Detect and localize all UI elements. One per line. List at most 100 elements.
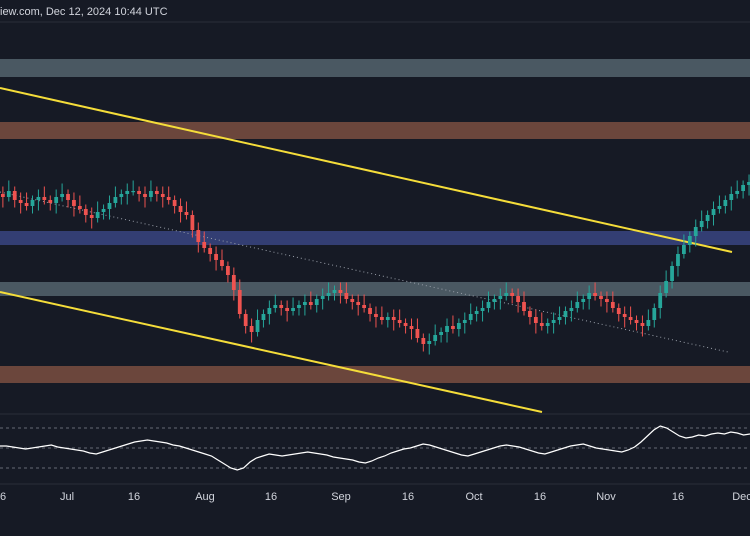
candle-body — [24, 203, 29, 206]
candle-body — [131, 191, 136, 193]
candle-body — [421, 338, 426, 344]
candle-body — [362, 305, 367, 308]
candle-body — [149, 191, 153, 197]
x-tick-label: 16 — [402, 491, 414, 503]
candle-body — [214, 254, 218, 260]
candle-body — [72, 200, 76, 206]
x-tick-label: 16 — [265, 491, 277, 503]
candle-body — [30, 200, 35, 206]
candle-body — [439, 332, 443, 335]
candle-body — [107, 203, 112, 209]
x-tick-label: Sep — [331, 491, 351, 503]
candle-body — [569, 308, 574, 311]
candle-body — [314, 299, 319, 305]
candle-body — [0, 194, 5, 197]
candle-body — [374, 314, 378, 317]
candle-body — [184, 212, 189, 215]
candle-body — [273, 305, 278, 308]
candle-body — [539, 323, 544, 326]
candle-body — [350, 299, 355, 302]
candle-body — [113, 197, 118, 203]
candle-body — [160, 194, 165, 197]
candle-body — [747, 182, 750, 185]
candle-body — [605, 299, 609, 302]
candle-body — [42, 197, 47, 200]
candle-body — [409, 326, 414, 329]
candle-body — [143, 194, 147, 197]
candle-body — [682, 245, 686, 254]
candle-body — [125, 191, 130, 194]
candle-body — [368, 308, 372, 314]
candle-body — [279, 305, 284, 308]
candle-body — [563, 311, 568, 317]
candle-body — [255, 320, 260, 332]
candle-body — [498, 296, 503, 299]
candle-body — [693, 227, 698, 236]
candle-body — [178, 206, 183, 212]
x-tick-label: 16 — [128, 491, 140, 503]
candle-body — [557, 317, 562, 320]
candle-body — [551, 320, 556, 323]
candle-body — [533, 317, 538, 323]
candle-body — [504, 293, 509, 296]
candle-body — [332, 290, 337, 293]
x-tick-label: Aug — [195, 491, 215, 503]
candle-body — [687, 236, 692, 245]
candle-body — [267, 308, 272, 314]
candle-body — [196, 230, 201, 242]
candle-body — [522, 302, 526, 311]
candle-body — [545, 323, 550, 326]
candle-body — [308, 302, 313, 305]
candle-body — [12, 191, 17, 200]
candle-body — [190, 215, 195, 230]
candle-body — [486, 302, 491, 308]
candle-body — [445, 326, 449, 332]
candle-body — [291, 308, 295, 311]
candle-body — [243, 314, 248, 326]
candle-body — [154, 191, 159, 194]
candle-body — [646, 320, 651, 326]
candle-body — [403, 323, 408, 326]
candle-body — [462, 320, 467, 323]
candle-body — [640, 323, 645, 326]
x-tick-label: Dec — [732, 491, 750, 503]
candle-body — [297, 305, 301, 308]
x-tick-label: Jul — [60, 491, 74, 503]
candle-body — [717, 206, 722, 209]
lower-trendline — [0, 291, 543, 413]
candle-body — [528, 311, 532, 317]
x-tick-label: 16 — [672, 491, 684, 503]
candle-body — [326, 293, 331, 296]
candle-body — [261, 314, 266, 320]
x-tick-label: 16 — [534, 491, 546, 503]
candle-body — [172, 200, 177, 206]
chart-header: iew.com, Dec 12, 2024 10:44 UTC — [0, 6, 168, 18]
candle-body — [379, 317, 384, 320]
candle-body — [119, 194, 124, 197]
candle-body — [60, 194, 64, 197]
candle-body — [54, 197, 59, 203]
candle-body — [77, 206, 82, 209]
candle-body — [474, 311, 479, 314]
candle-body — [634, 320, 639, 323]
candle-body — [303, 302, 307, 305]
candle-body — [575, 302, 580, 308]
candle-body — [83, 209, 88, 215]
candle-body — [622, 314, 627, 317]
candle-body — [226, 266, 230, 275]
candle-body — [658, 293, 663, 308]
candle-body — [344, 293, 349, 299]
candle-body — [492, 299, 497, 302]
zone-gray-lower — [0, 282, 750, 296]
candle-body — [616, 308, 621, 314]
candle-body — [741, 185, 746, 191]
candle-body — [166, 197, 171, 200]
candle-body — [652, 308, 657, 320]
candle-body — [231, 275, 236, 290]
candle-body — [664, 281, 669, 293]
candle-body — [338, 290, 343, 293]
candle-body — [676, 254, 680, 266]
candle-body — [427, 341, 432, 344]
candle-body — [6, 191, 11, 197]
